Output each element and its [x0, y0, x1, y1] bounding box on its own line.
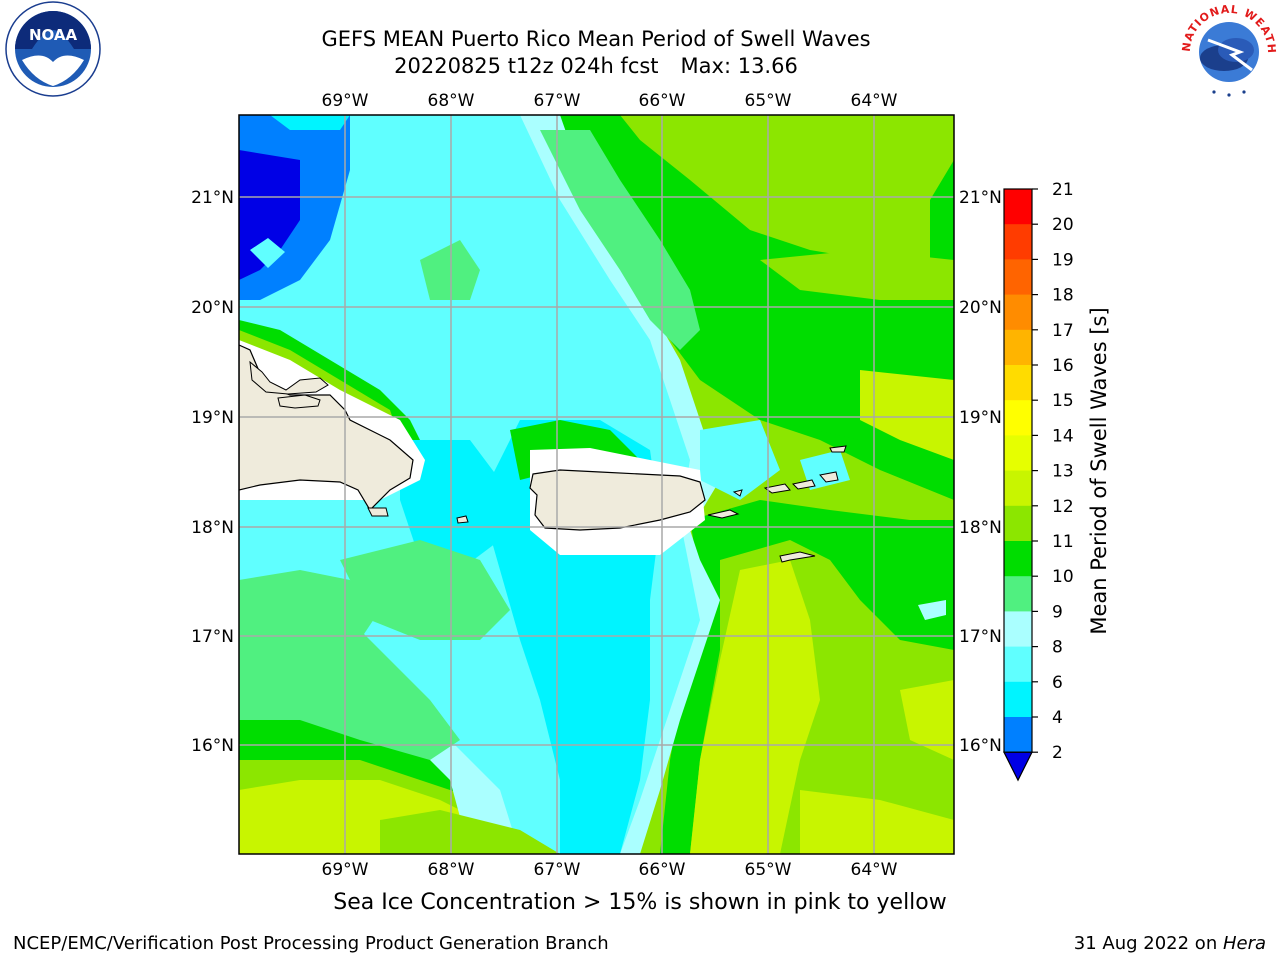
colorbar-tick-label: 2	[1052, 743, 1063, 763]
lon-label-bottom: 67°W	[534, 860, 581, 880]
colorbar-segment	[1004, 681, 1032, 718]
colorbar-tick-label: 20	[1052, 215, 1074, 235]
colorbar-segment	[1004, 576, 1032, 612]
footer-date: 31 Aug 2022 on Hera	[1074, 933, 1266, 954]
lat-label-right: 18°N	[959, 518, 1002, 538]
colorbar-tick-label: 14	[1052, 426, 1074, 446]
colorbar-segment	[1004, 470, 1032, 507]
contour-field	[239, 115, 954, 854]
colorbar-segment	[1004, 329, 1032, 366]
lat-label-left: 20°N	[191, 298, 234, 318]
lat-label-left: 19°N	[191, 408, 234, 428]
colorbar-tick-label: 16	[1052, 356, 1074, 376]
colorbar-segment	[1004, 505, 1032, 542]
colorbar-tick-label: 17	[1052, 321, 1074, 341]
footer-date-text: 31 Aug 2022 on	[1073, 933, 1223, 954]
forecast-run-label: 20220825 t12z 024h fcst	[394, 54, 659, 78]
lat-label-left: 18°N	[191, 518, 234, 538]
lat-label-right: 16°N	[959, 736, 1002, 756]
colorbar-tick-label: 19	[1052, 250, 1074, 270]
colorbar-segment	[1004, 259, 1032, 296]
colorbar-label: Mean Period of Swell Waves [s]	[1087, 307, 1111, 634]
colorbar-segment	[1004, 541, 1032, 577]
lat-label-left: 17°N	[191, 627, 234, 647]
colorbar-tick-label: 4	[1052, 708, 1063, 728]
colorbar-tick-label: 12	[1052, 497, 1074, 517]
map-frame	[238, 114, 955, 855]
lon-label-top: 67°W	[534, 91, 581, 111]
contour-band-12	[620, 115, 954, 270]
lat-label-right: 21°N	[959, 188, 1002, 208]
sea-ice-note: Sea Ice Concentration > 15% is shown in …	[333, 890, 947, 915]
colorbar-segment	[1004, 435, 1032, 472]
colorbar-tick-label: 11	[1052, 532, 1074, 552]
colorbar-segment	[1004, 400, 1032, 436]
colorbar-segment	[1004, 294, 1032, 331]
noaa-logo-text: NOAA	[29, 26, 78, 44]
colorbar-segment	[1004, 224, 1032, 260]
map-gridlines	[239, 115, 954, 854]
st-croix-land	[779, 551, 816, 563]
lat-label-right: 17°N	[959, 627, 1002, 647]
chart-subtitle: 20220825 t12z 024h fcst Max: 13.66	[196, 53, 996, 80]
colorbar-tick-label: 8	[1052, 638, 1063, 658]
colorbar-segment	[1004, 717, 1032, 753]
lat-label-right: 19°N	[959, 408, 1002, 428]
contour-band-13	[860, 370, 954, 460]
footer-host: Hera	[1222, 933, 1266, 954]
colorbar-segment	[1004, 189, 1032, 225]
colorbar-tick-label: 21	[1052, 180, 1074, 200]
noaa-logo: NOAA	[5, 1, 101, 97]
colorbar-tick-label: 15	[1052, 391, 1074, 411]
colorbar: 21 20 19 18 17 16 15 14 13 12 11 10 9 8 6 4 2	[1003, 180, 1074, 782]
lat-label-right: 20°N	[959, 298, 1002, 318]
lon-label-top: 69°W	[322, 91, 369, 111]
lon-label-top: 65°W	[745, 91, 792, 111]
national-weather-service-logo: NATIONAL WEATHER SERVICE	[1178, 0, 1277, 97]
footer-credit: NCEP/EMC/Verification Post Processing Pr…	[13, 933, 609, 954]
colorbar-tick-label: 13	[1052, 462, 1074, 482]
lon-label-bottom: 64°W	[851, 860, 898, 880]
colorbar-segment	[1004, 611, 1032, 648]
lon-label-bottom: 68°W	[428, 860, 475, 880]
lon-label-top: 68°W	[428, 91, 475, 111]
colorbar-tick-label: 10	[1052, 567, 1074, 587]
colorbar-segment	[1004, 365, 1032, 401]
lon-label-top: 64°W	[851, 91, 898, 111]
colorbar-tick-label: 6	[1052, 673, 1063, 693]
max-value-label: Max: 13.66	[680, 54, 798, 78]
lon-label-bottom: 69°W	[322, 860, 369, 880]
chart-title: GEFS MEAN Puerto Rico Mean Period of Swe…	[321, 27, 871, 51]
colorbar-tick-label: 9	[1052, 602, 1063, 622]
colorbar-segment	[1004, 646, 1032, 683]
lon-label-top: 66°W	[639, 91, 686, 111]
colorbar-tick-label: 18	[1052, 286, 1074, 306]
colorbar-extend-triangle	[1003, 751, 1033, 782]
lon-label-bottom: 66°W	[639, 860, 686, 880]
lat-label-left: 16°N	[191, 736, 234, 756]
lon-label-bottom: 65°W	[745, 860, 792, 880]
lat-label-left: 21°N	[191, 188, 234, 208]
